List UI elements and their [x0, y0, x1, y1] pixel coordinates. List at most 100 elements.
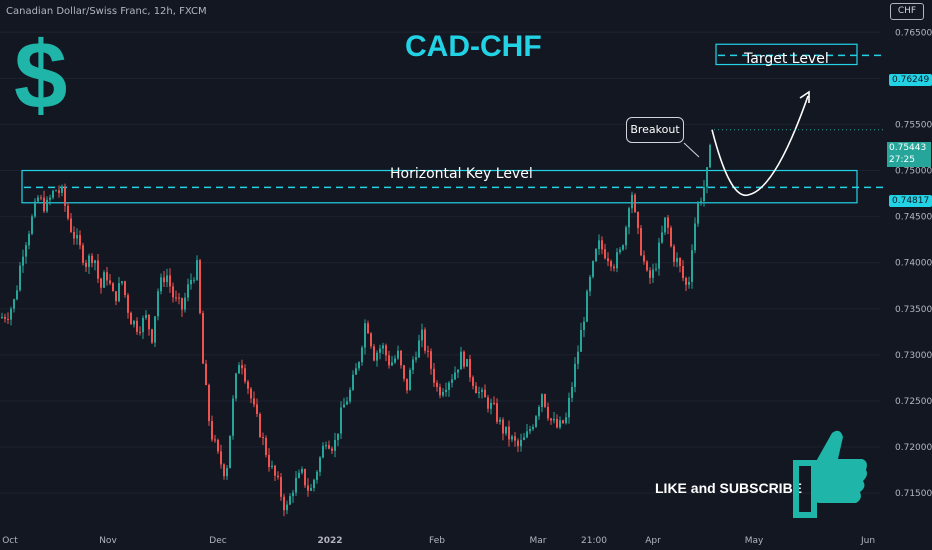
candle-body [457, 369, 459, 373]
candle-body [40, 197, 42, 199]
projection-arrowhead [799, 90, 810, 103]
candle-body [553, 418, 555, 421]
candle-body [70, 218, 72, 233]
candle-body [187, 284, 189, 298]
candle-body [124, 281, 126, 296]
candle-body [373, 346, 375, 361]
candle-body [112, 283, 114, 292]
candle-body [631, 194, 633, 209]
candle-body [199, 260, 201, 314]
candle-body [265, 437, 267, 455]
candle-body [304, 468, 306, 486]
candle-body [562, 420, 564, 424]
candle-body [598, 240, 600, 250]
candle-body [166, 275, 168, 283]
candle-body [586, 291, 588, 322]
candle-body [391, 362, 393, 366]
candle-body [205, 363, 207, 385]
candle-body [592, 261, 594, 277]
candle-body [136, 320, 138, 332]
candle-body [448, 382, 450, 390]
candle-body [589, 276, 591, 292]
candle-body [241, 365, 243, 369]
candle-body [412, 359, 414, 370]
x-axis: Oct Nov Dec 2022 Feb Mar 21:00 Apr May Jun [2, 536, 875, 546]
candle-body [427, 350, 429, 352]
candle-body [337, 433, 339, 440]
candle-body [463, 351, 465, 367]
candle-body [556, 418, 558, 428]
candle-body [451, 379, 453, 383]
candle-body [334, 439, 336, 451]
candle-body [157, 291, 159, 317]
candle-body [484, 389, 486, 398]
candle-body [154, 316, 156, 343]
candle-body [703, 187, 705, 202]
candle-body [220, 451, 222, 465]
candle-body [67, 205, 69, 219]
candle-body [52, 190, 54, 198]
candle-body [433, 368, 435, 383]
candle-body [316, 471, 318, 480]
candle-body [634, 194, 636, 213]
y-tick-label: 0.72500 [895, 397, 932, 407]
candle-body [22, 256, 24, 266]
candle-body [445, 389, 447, 393]
candle-body [508, 426, 510, 440]
x-tick-label: 2022 [317, 536, 342, 546]
candle-body [235, 373, 237, 399]
candle-body [328, 445, 330, 449]
current-price-value: 0.75443 [889, 143, 927, 153]
candle-body [4, 316, 6, 319]
symbol-title: Canadian Dollar/Swiss Franc, 12h, FXCM [6, 6, 207, 17]
candles [1, 143, 711, 517]
candle-body [652, 269, 654, 278]
y-tick-label: 0.75500 [895, 120, 932, 130]
x-tick-label: Mar [530, 536, 547, 546]
candle-body [232, 398, 234, 436]
target-level-label: Target Level [744, 51, 829, 67]
candle-body [346, 401, 348, 405]
candle-body [694, 223, 696, 251]
candle-body [82, 245, 84, 263]
candle-body [460, 351, 462, 370]
candle-body [238, 365, 240, 374]
candle-body [106, 272, 108, 281]
currency-button[interactable]: CHF [890, 3, 924, 20]
candle-body [256, 404, 258, 414]
candle-body [97, 260, 99, 279]
x-tick-label: May [745, 536, 764, 546]
candle-body [649, 270, 651, 278]
x-tick-label: Jun [860, 536, 875, 546]
candle-body [691, 250, 693, 282]
candle-body [547, 406, 549, 419]
candle-body [688, 281, 690, 285]
candle-body [58, 190, 60, 193]
candle-body [325, 445, 327, 447]
candle-body [295, 477, 297, 493]
candle-body [49, 197, 51, 200]
candle-body [709, 145, 711, 168]
x-tick-label: Nov [99, 536, 117, 546]
candle-body [16, 290, 18, 300]
candle-body [481, 389, 483, 392]
candle-body [226, 468, 228, 477]
candle-body [151, 329, 153, 343]
candle-body [511, 436, 513, 440]
candle-body [502, 419, 504, 434]
candle-body [163, 277, 165, 283]
candle-body [568, 397, 570, 418]
candle-body [91, 255, 93, 264]
candle-body [388, 355, 390, 366]
candle-body [418, 340, 420, 358]
candle-body [343, 404, 345, 408]
candle-body [430, 351, 432, 369]
candle-body [277, 475, 279, 478]
candle-body [7, 318, 9, 320]
like-subscribe-text: LIKE and SUBSCRIBE [655, 480, 803, 496]
candle-body [514, 436, 516, 441]
y-axis: 0.765000.760000.755000.750000.745000.740… [895, 28, 932, 499]
candle-body [31, 216, 33, 234]
target-price-badge: 0.76249 [889, 74, 932, 86]
